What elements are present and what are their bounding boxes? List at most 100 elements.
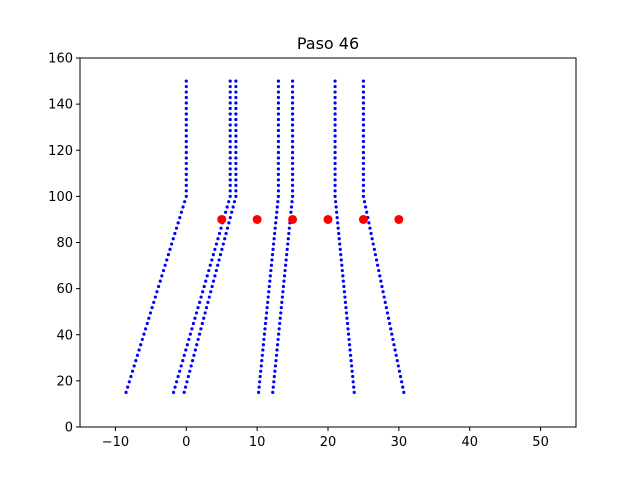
trajectory-point — [258, 374, 262, 379]
trajectory-point — [224, 231, 228, 236]
trajectory-point — [340, 268, 344, 273]
trajectory-point — [371, 242, 375, 246]
trajectory-point — [135, 353, 140, 357]
trajectory-point — [350, 364, 354, 368]
trajectory-point — [272, 237, 276, 241]
trajectory-point — [350, 369, 354, 373]
trajectory-point — [214, 268, 218, 273]
trajectory-point — [276, 145, 280, 149]
trajectory-point — [174, 226, 179, 230]
trajectory-point — [228, 215, 232, 220]
trajectory-point — [279, 311, 283, 315]
trajectory-point — [196, 306, 200, 310]
trajectory-point — [181, 359, 185, 363]
trajectory-point — [286, 242, 290, 246]
trajectory-point — [289, 210, 293, 214]
trajectory-point — [287, 226, 291, 230]
trajectory-point — [280, 295, 284, 299]
trajectory-point — [370, 237, 374, 241]
trajectory-point — [190, 359, 195, 363]
trajectory-point — [184, 161, 188, 166]
trajectory-point — [228, 123, 232, 127]
trajectory-point — [150, 306, 154, 310]
trajectory-point — [148, 311, 153, 315]
trajectory-point — [142, 332, 146, 336]
trajectory-point — [184, 117, 188, 122]
trajectory-point — [124, 390, 128, 395]
trajectory-point — [129, 374, 133, 379]
trajectory-point — [266, 300, 270, 304]
trajectory-point — [268, 279, 272, 283]
trajectory-point — [228, 101, 232, 105]
trajectory-point — [276, 101, 280, 105]
trajectory-point — [259, 369, 263, 373]
trajectory-point — [188, 369, 192, 373]
trajectory-point — [391, 337, 395, 342]
trajectory-point — [351, 380, 355, 384]
trajectory-point — [262, 332, 267, 336]
trajectory-point — [173, 231, 177, 236]
trajectory-point — [270, 253, 275, 257]
trajectory-point — [385, 311, 390, 315]
trajectory-point — [276, 156, 280, 160]
trajectory-point — [279, 306, 283, 310]
chart-marks — [124, 79, 406, 395]
trajectory-point — [184, 90, 188, 94]
trajectory-point — [228, 167, 232, 171]
trajectory-point — [271, 242, 276, 246]
trajectory-point — [228, 178, 232, 182]
trajectory-point — [216, 237, 220, 241]
trajectory-point — [290, 161, 295, 166]
trajectory-point — [290, 123, 295, 127]
trajectory-point — [184, 194, 188, 198]
y-tick-label: 40 — [56, 328, 73, 343]
trajectory-point — [351, 374, 355, 379]
trajectory-point — [372, 247, 376, 251]
trajectory-point — [290, 200, 294, 204]
trajectory-point — [186, 374, 190, 379]
trajectory-point — [234, 117, 238, 122]
trajectory-point — [280, 300, 284, 304]
trajectory-point — [184, 128, 188, 133]
trajectory-point — [163, 263, 167, 267]
trajectory-point — [290, 178, 295, 182]
trajectory-point — [234, 112, 238, 116]
trajectory-point — [361, 128, 366, 133]
trajectory-point — [184, 178, 188, 182]
trajectory-point — [257, 385, 261, 389]
trajectory-point — [333, 139, 337, 144]
trajectory-point — [273, 369, 277, 373]
trajectory-point — [333, 156, 337, 160]
trajectory-point — [183, 385, 188, 389]
trajectory-point — [227, 221, 231, 225]
trajectory-point — [349, 359, 353, 363]
trajectory-point — [261, 343, 265, 347]
trajectory-point — [339, 258, 343, 262]
trajectory-point — [398, 374, 403, 379]
trajectory-point — [397, 369, 402, 373]
trajectory-point — [290, 167, 295, 171]
trajectory-point — [281, 284, 286, 289]
trajectory-point — [165, 258, 169, 262]
trajectory-point — [211, 279, 216, 283]
trajectory-point — [234, 183, 238, 187]
trajectory-point — [343, 300, 348, 304]
trajectory-point — [401, 385, 405, 389]
trajectory-point — [333, 178, 337, 182]
trajectory-point — [228, 139, 232, 144]
trajectory-point — [191, 321, 196, 326]
trajectory-point — [176, 221, 180, 225]
trajectory-point — [369, 231, 373, 236]
trajectory-point — [361, 183, 366, 187]
trajectory-point — [344, 306, 348, 310]
trajectory-point — [182, 390, 186, 395]
chart-axes: −10 0 10 20 30 40 50 0 20 40 60 80 100 120 140 160 — [48, 52, 577, 450]
trajectory-point — [213, 274, 217, 278]
x-tick-label: −10 — [102, 435, 129, 450]
trajectory-point — [281, 290, 285, 294]
trajectory-point — [184, 348, 188, 352]
trajectory-point — [213, 247, 217, 251]
trajectory-point — [276, 139, 280, 144]
trajectory-point — [333, 101, 337, 105]
